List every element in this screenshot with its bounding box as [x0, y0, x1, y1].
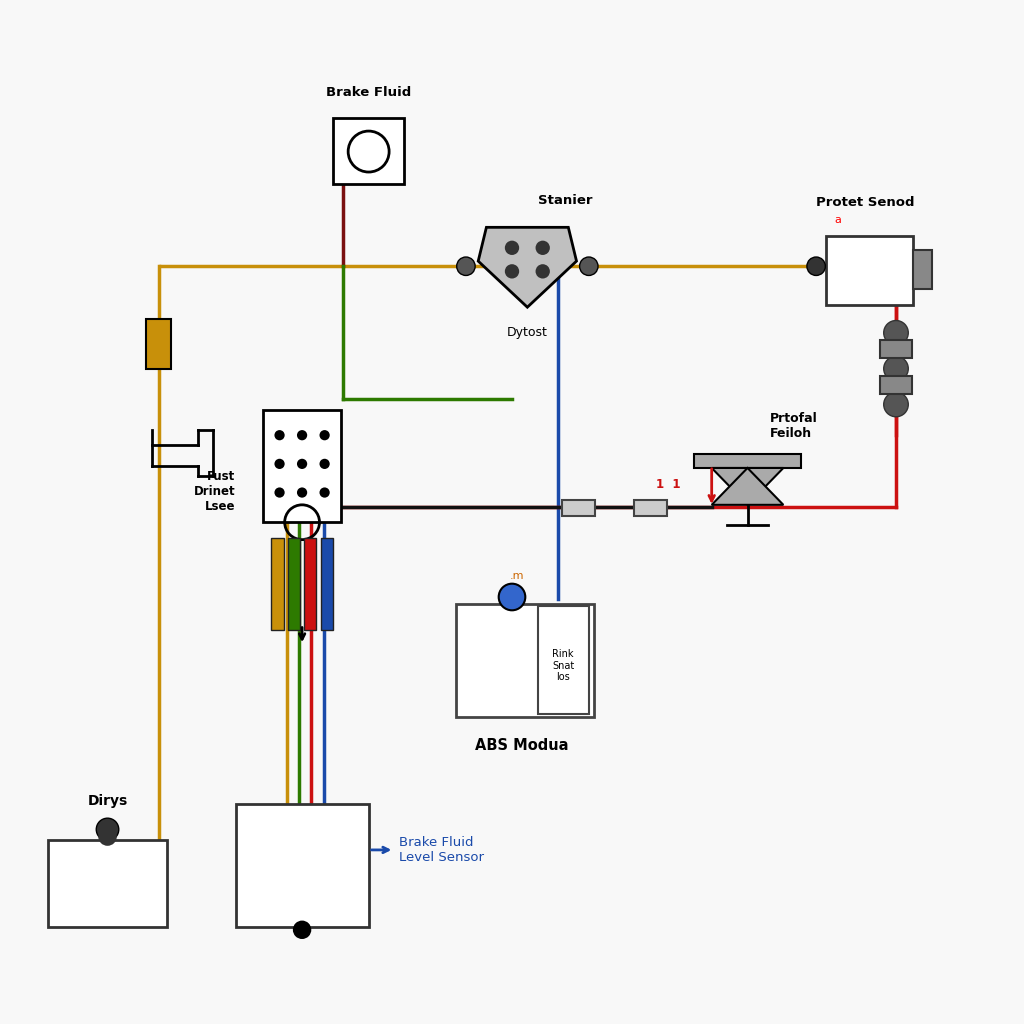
Bar — [321, 538, 333, 630]
Circle shape — [505, 241, 519, 255]
Polygon shape — [478, 227, 577, 307]
Bar — [694, 454, 801, 468]
Text: Brake Fluid: Brake Fluid — [326, 86, 412, 99]
Bar — [538, 606, 589, 714]
Text: Stanier: Stanier — [538, 194, 592, 207]
Bar — [880, 376, 912, 394]
Bar — [880, 340, 912, 358]
Bar — [634, 500, 667, 516]
Bar — [333, 118, 404, 184]
Circle shape — [319, 430, 330, 440]
Circle shape — [536, 264, 550, 279]
Text: Fust
Drinet
Lsee: Fust Drinet Lsee — [194, 470, 236, 513]
Polygon shape — [712, 468, 783, 505]
Circle shape — [274, 459, 285, 469]
Circle shape — [297, 459, 307, 469]
Text: Dytost: Dytost — [507, 326, 548, 339]
Circle shape — [499, 584, 525, 610]
Bar — [263, 410, 341, 522]
Circle shape — [536, 241, 550, 255]
Bar — [146, 319, 171, 369]
Circle shape — [319, 487, 330, 498]
Bar — [304, 538, 316, 630]
Bar — [913, 250, 932, 289]
Polygon shape — [712, 468, 783, 505]
Text: Protet Senod: Protet Senod — [816, 196, 914, 209]
Circle shape — [580, 257, 598, 275]
Circle shape — [457, 257, 475, 275]
Circle shape — [297, 430, 307, 440]
Circle shape — [505, 264, 519, 279]
Bar — [271, 538, 284, 630]
Circle shape — [274, 487, 285, 498]
Bar — [288, 538, 300, 630]
Bar — [826, 236, 913, 305]
Text: 1  1: 1 1 — [656, 478, 681, 490]
Bar — [236, 804, 369, 927]
Circle shape — [884, 392, 908, 417]
Circle shape — [96, 818, 119, 841]
Bar — [48, 840, 167, 927]
Circle shape — [319, 459, 330, 469]
Circle shape — [807, 257, 825, 275]
Circle shape — [884, 356, 908, 381]
Text: Prtofal
Feiloh: Prtofal Feiloh — [770, 413, 818, 440]
Text: Brake Fluid
Level Sensor: Brake Fluid Level Sensor — [399, 836, 484, 864]
Text: Rink
Snat
los: Rink Snat los — [552, 649, 574, 682]
Circle shape — [274, 430, 285, 440]
Text: Dirys: Dirys — [87, 794, 128, 808]
Bar — [456, 604, 594, 717]
Text: .m: .m — [510, 570, 524, 581]
Circle shape — [884, 321, 908, 345]
Circle shape — [297, 487, 307, 498]
Bar — [562, 500, 595, 516]
Text: ABS Modua: ABS Modua — [475, 738, 569, 754]
Circle shape — [293, 921, 311, 939]
Text: a: a — [835, 215, 842, 225]
Circle shape — [98, 827, 117, 846]
